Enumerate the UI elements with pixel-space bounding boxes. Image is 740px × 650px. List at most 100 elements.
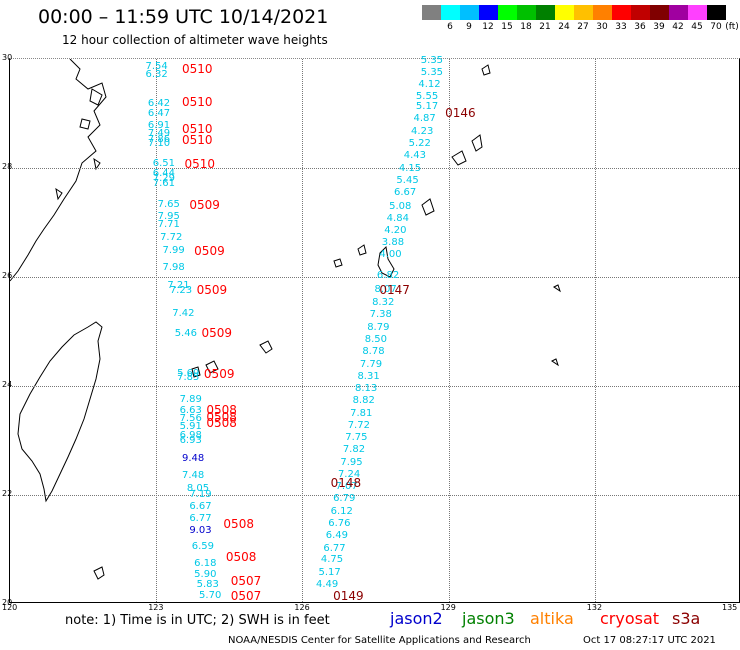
wave-height-value: 7.72 <box>160 231 183 243</box>
wave-height-value: 7.23 <box>169 285 193 297</box>
wave-height-value: 5.08 <box>389 200 412 212</box>
colorbar-swatch <box>460 5 479 20</box>
wave-height-value: 6.59 <box>191 541 215 553</box>
wave-height-value: 5.46 <box>174 328 197 340</box>
wave-height-value: 7.38 <box>369 309 392 321</box>
latitude-label: 30 <box>2 53 13 62</box>
wave-height-value: 6.18 <box>194 557 217 569</box>
colorbar-swatch <box>707 5 726 20</box>
wave-height-value: 5.22 <box>408 137 431 149</box>
colorbar-swatch <box>650 5 669 20</box>
wave-height-value: 8.31 <box>357 370 380 382</box>
latitude-label: 20 <box>2 598 13 607</box>
wave-height-value: 5.69 <box>177 368 200 380</box>
wave-height-value: 6.67 <box>189 501 212 513</box>
footer-note: note: 1) Time is in UTC; 2) SWH is in fe… <box>65 613 330 628</box>
satellite-legend-cryosat: cryosat <box>600 609 660 628</box>
wave-height-value: 6.77 <box>323 542 346 554</box>
wave-height-value: 7.81 <box>350 407 373 419</box>
wave-height-value: 7.48 <box>182 470 205 481</box>
wave-height-value: 6.63 <box>179 404 202 416</box>
wave-height-value: 6.49 <box>325 529 349 541</box>
colorbar-swatch <box>479 5 498 20</box>
latitude-label: 26 <box>2 271 13 280</box>
pass-label: 0510 <box>182 61 213 76</box>
generated-timestamp: Oct 17 08:27:17 UTC 2021 <box>583 635 716 646</box>
colorbar-label: 33 <box>615 22 627 32</box>
colorbar-label: 39 <box>653 22 665 32</box>
wave-height-value: 8.13 <box>355 383 378 395</box>
wave-height-value: 5.17 <box>415 101 439 113</box>
wave-height-value: 7.07 <box>335 481 358 493</box>
okinawa-outline <box>377 245 395 278</box>
wave-height-value: 4.00 <box>379 249 402 261</box>
pass-label: 0508 <box>225 549 257 564</box>
wave-height-value: 7.79 <box>359 358 383 370</box>
wave-height-value: 7.95 <box>157 211 180 223</box>
wave-height-value: 6.79 <box>333 493 356 505</box>
wave-height-value: 6.77 <box>189 512 212 524</box>
longitude-label: 126 <box>294 603 310 612</box>
wave-height-value: 5.35 <box>420 66 444 78</box>
colorbar-swatch <box>517 5 536 20</box>
pass-label: 0510 <box>182 132 213 147</box>
longitude-label: 132 <box>586 603 603 612</box>
wave-height-value: 8.32 <box>372 297 395 309</box>
colorbar-label: 18 <box>520 22 532 32</box>
wave-height-value: 5.35 <box>420 54 444 66</box>
colorbar-swatch <box>555 5 574 20</box>
wave-height-value: 7.24 <box>337 468 361 480</box>
wave-height-value: 4.75 <box>320 554 344 566</box>
wave-height-value: 6.67 <box>393 186 417 198</box>
pass-label: 0509 <box>194 244 225 259</box>
colorbar-label: 9 <box>466 22 472 32</box>
satellite-legend-altika: altika <box>530 609 574 628</box>
pass-label: 0147 <box>379 282 410 297</box>
gridline-meridian <box>594 59 596 602</box>
colorbar-swatch <box>574 5 593 20</box>
pass-label: 0148 <box>330 476 362 491</box>
wave-height-value: 7.75 <box>345 432 368 444</box>
pass-label: 0508 <box>206 402 237 417</box>
landmass-layer <box>10 59 561 580</box>
wave-height-value: 8.07 <box>374 283 397 295</box>
colorbar-label: 36 <box>634 22 646 32</box>
wave-height-value: 7.95 <box>340 456 363 468</box>
colorbar-label: 45 <box>691 22 703 32</box>
wave-height-value: 7.56 <box>179 412 202 424</box>
taiwan-outline <box>17 321 103 503</box>
colorbar-label: 27 <box>577 22 589 32</box>
colorbar-swatch <box>441 5 460 20</box>
wave-height-value: 7.54 <box>145 61 168 73</box>
satellite-legend-jason3: jason3 <box>462 609 515 628</box>
map-subtitle: 12 hour collection of altimeter wave hei… <box>62 33 328 47</box>
wave-height-value: 6.93 <box>179 434 202 446</box>
pass-label: 0508 <box>206 409 237 424</box>
map-title: 00:00 – 11:59 UTC 10/14/2021 <box>38 6 329 28</box>
wave-height-value: 8.05 <box>186 482 210 494</box>
pass-label: 0508 <box>223 516 254 531</box>
wave-height-value: 7.42 <box>172 308 195 320</box>
wave-height-value: 7.29 <box>152 172 176 184</box>
wave-height-value: 8.82 <box>352 395 375 407</box>
wave-height-value: 7.10 <box>147 138 171 150</box>
wave-height-value: 8.50 <box>364 333 388 345</box>
wave-height-value: 8.79 <box>367 321 390 333</box>
gridline-parallel <box>10 386 739 387</box>
colorbar-swatch <box>498 5 517 20</box>
gridline-meridian <box>156 59 158 602</box>
pass-label: 0510 <box>182 121 213 136</box>
pass-label: 0509 <box>203 367 235 382</box>
wave-height-value: 4.43 <box>403 150 426 162</box>
wave-height-value: 7.98 <box>162 261 185 273</box>
wave-height-value: 6.44 <box>152 167 176 179</box>
wave-height-value: 6.98 <box>179 429 202 441</box>
colorbar-swatch <box>688 5 707 20</box>
wave-height-value: 7.19 <box>189 489 212 501</box>
wave-height-value: 5.45 <box>396 174 419 186</box>
colorbar-label: 42 <box>672 22 684 32</box>
wave-height-value: 5.90 <box>194 568 217 580</box>
wave-height-value: 5.83 <box>196 579 219 590</box>
pass-label: 0510 <box>182 94 213 109</box>
wave-height-value: 7.71 <box>157 219 180 231</box>
